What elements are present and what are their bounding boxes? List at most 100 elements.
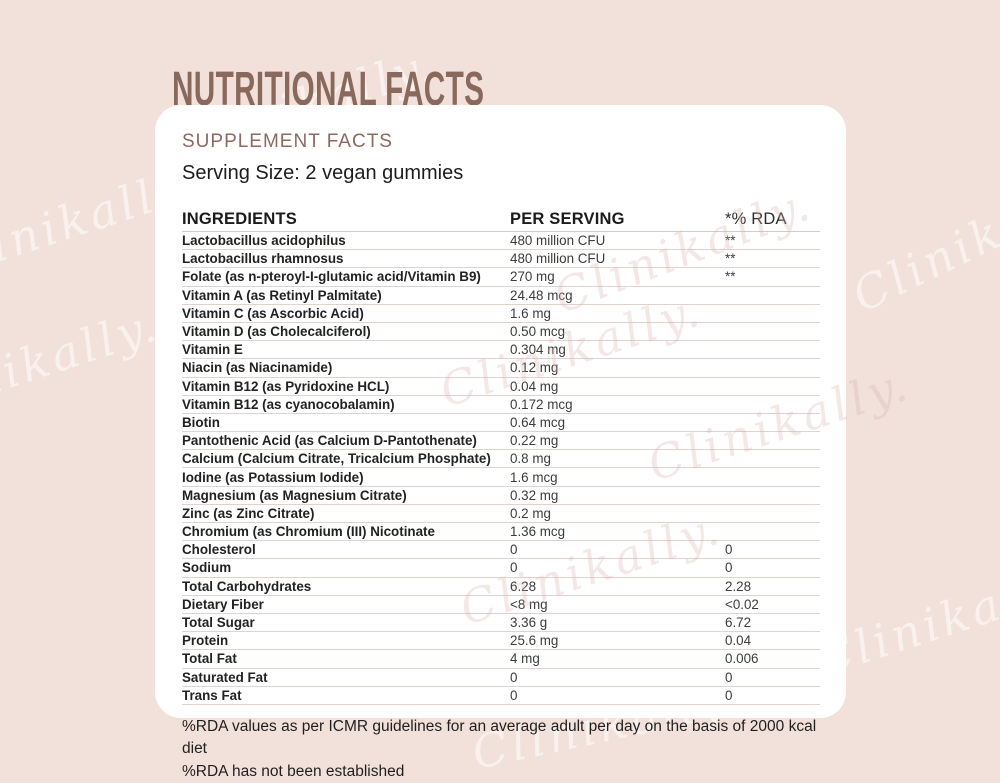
ingredient-name: Total Fat xyxy=(182,651,237,667)
rda-value: 0 xyxy=(725,560,733,576)
ingredient-name: Vitamin B12 (as cyanocobalamin) xyxy=(182,396,395,412)
ingredient-name: Lactobacillus rhamnosus xyxy=(182,251,344,267)
per-serving-value: 0 xyxy=(510,542,518,558)
rda-value: ** xyxy=(725,233,736,249)
column-header-ingredients: INGREDIENTS xyxy=(182,209,297,228)
table-row: Trans Fat 0 0 xyxy=(182,687,820,705)
ingredient-name: Total Sugar xyxy=(182,615,255,631)
table-row: Vitamin C (as Ascorbic Acid) 1.6 mg xyxy=(182,305,820,323)
column-header-per-serving: PER SERVING xyxy=(510,209,625,228)
per-serving-value: 1.36 mcg xyxy=(510,524,566,540)
table-row: Lactobacillus rhamnosus 480 million CFU … xyxy=(182,250,820,269)
per-serving-value: 0.2 mg xyxy=(510,505,551,521)
table-row: Total Sugar 3.36 g 6.72 xyxy=(182,614,820,633)
per-serving-value: 270 mg xyxy=(510,269,555,285)
per-serving-value: 3.36 g xyxy=(510,615,548,631)
ingredient-name: Zinc (as Zinc Citrate) xyxy=(182,505,315,521)
ingredient-name: Saturated Fat xyxy=(182,669,268,685)
table-row: Niacin (as Niacinamide) 0.12 mg xyxy=(182,359,820,378)
table-row: Cholesterol 0 0 xyxy=(182,541,820,560)
table-row: Vitamin B12 (as Pyridoxine HCL) 0.04 mg xyxy=(182,378,820,396)
per-serving-value: 0.22 mg xyxy=(510,433,559,449)
ingredient-name: Trans Fat xyxy=(182,687,242,703)
table-row: Vitamin D (as Cholecalciferol) 0.50 mcg xyxy=(182,323,820,342)
ingredient-name: Niacin (as Niacinamide) xyxy=(182,360,333,376)
table-row: Vitamin A (as Retinyl Palmitate) 24.48 m… xyxy=(182,287,820,305)
per-serving-value: 4 mg xyxy=(510,651,540,667)
ingredient-name: Vitamin D (as Cholecalciferol) xyxy=(182,324,371,340)
per-serving-value: 0.172 mcg xyxy=(510,396,573,412)
per-serving-value: 0.8 mg xyxy=(510,451,551,467)
per-serving-value: 24.48 mcg xyxy=(510,287,573,303)
table-row: Magnesium (as Magnesium Citrate) 0.32 mg xyxy=(182,487,820,505)
table-row: Sodium 0 0 xyxy=(182,559,820,578)
per-serving-value: 0 xyxy=(510,669,518,685)
rda-value: 0 xyxy=(725,542,733,558)
table-row: Total Carbohydrates 6.28 2.28 xyxy=(182,578,820,596)
facts-table-body: Lactobacillus acidophilus 480 million CF… xyxy=(182,232,820,705)
clinikally-watermark: Clinikally. xyxy=(843,155,1000,323)
rda-value: <0.02 xyxy=(725,596,759,612)
rda-value: ** xyxy=(725,251,736,267)
rda-value: 0 xyxy=(725,669,733,685)
ingredient-name: Cholesterol xyxy=(182,542,256,558)
facts-table-header: INGREDIENTS PER SERVING *% RDA xyxy=(182,207,820,232)
per-serving-value: 0.304 mg xyxy=(510,342,566,358)
ingredient-name: Vitamin B12 (as Pyridoxine HCL) xyxy=(182,378,390,394)
table-row: Iodine (as Potassium Iodide) 1.6 mcg xyxy=(182,468,820,487)
ingredient-name: Lactobacillus acidophilus xyxy=(182,233,346,249)
per-serving-value: 480 million CFU xyxy=(510,251,606,267)
footnotes: %RDA values as per ICMR guidelines for a… xyxy=(182,716,820,783)
per-serving-value: 1.6 mg xyxy=(510,305,551,321)
rda-value: 0.04 xyxy=(725,633,752,649)
ingredient-name: Iodine (as Potassium Iodide) xyxy=(182,469,364,485)
rda-value: 0.006 xyxy=(725,651,759,667)
ingredient-name: Chromium (as Chromium (III) Nicotinate xyxy=(182,524,435,540)
rda-value: ** xyxy=(725,269,736,285)
table-row: Chromium (as Chromium (III) Nicotinate 1… xyxy=(182,523,820,542)
table-row: Zinc (as Zinc Citrate) 0.2 mg xyxy=(182,505,820,523)
facts-table: INGREDIENTS PER SERVING *% RDA Lactobaci… xyxy=(182,207,820,705)
ingredient-name: Pantothenic Acid (as Calcium D-Pantothen… xyxy=(182,433,477,449)
ingredient-name: Vitamin E xyxy=(182,342,243,358)
per-serving-value: 0.12 mg xyxy=(510,360,559,376)
table-row: Total Fat 4 mg 0.006 xyxy=(182,650,820,669)
ingredient-name: Calcium (Calcium Citrate, Tricalcium Pho… xyxy=(182,451,491,467)
per-serving-value: 0.64 mcg xyxy=(510,414,566,430)
ingredient-name: Total Carbohydrates xyxy=(182,578,312,594)
clinikally-watermark: Clinikally. xyxy=(0,297,166,433)
table-row: Pantothenic Acid (as Calcium D-Pantothen… xyxy=(182,432,820,451)
ingredient-name: Biotin xyxy=(182,414,220,430)
column-header-rda: *% RDA xyxy=(725,209,787,228)
rda-value: 2.28 xyxy=(725,578,752,594)
table-row: Dietary Fiber <8 mg <0.02 xyxy=(182,596,820,614)
supplement-facts-card: SUPPLEMENT FACTS Serving Size: 2 vegan g… xyxy=(155,105,917,780)
per-serving-value: 0.32 mg xyxy=(510,487,559,503)
ingredient-name: Sodium xyxy=(182,560,232,576)
table-row: Vitamin B12 (as cyanocobalamin) 0.172 mc… xyxy=(182,396,820,414)
per-serving-value: 0 xyxy=(510,560,518,576)
ingredient-name: Vitamin C (as Ascorbic Acid) xyxy=(182,305,364,321)
per-serving-value: 25.6 mg xyxy=(510,633,559,649)
per-serving-value: 0.04 mg xyxy=(510,378,559,394)
table-row: Calcium (Calcium Citrate, Tricalcium Pho… xyxy=(182,450,820,469)
table-row: Saturated Fat 0 0 xyxy=(182,669,820,687)
rda-value: 0 xyxy=(725,687,733,703)
rda-value: 6.72 xyxy=(725,615,752,631)
per-serving-value: 480 million CFU xyxy=(510,233,606,249)
footnote-rda-values: %RDA values as per ICMR guidelines for a… xyxy=(182,717,817,758)
per-serving-value: 0.50 mcg xyxy=(510,324,566,340)
table-row: Folate (as n-pteroyl-I-glutamic acid/Vit… xyxy=(182,268,820,287)
serving-size-text: Serving Size: 2 vegan gummies xyxy=(182,162,464,184)
per-serving-value: 0 xyxy=(510,687,518,703)
table-row: Biotin 0.64 mcg xyxy=(182,414,820,433)
ingredient-name: Folate (as n-pteroyl-I-glutamic acid/Vit… xyxy=(182,269,481,285)
footnote-rda-not-established: %RDA has not been established xyxy=(182,762,405,780)
per-serving-value: 1.6 mcg xyxy=(510,469,558,485)
per-serving-value: 6.28 xyxy=(510,578,537,594)
table-row: Protein 25.6 mg 0.04 xyxy=(182,632,820,651)
table-row: Lactobacillus acidophilus 480 million CF… xyxy=(182,232,820,251)
ingredient-name: Vitamin A (as Retinyl Palmitate) xyxy=(182,287,382,303)
ingredient-name: Magnesium (as Magnesium Citrate) xyxy=(182,487,407,503)
supplement-facts-label: SUPPLEMENT FACTS xyxy=(182,131,393,152)
